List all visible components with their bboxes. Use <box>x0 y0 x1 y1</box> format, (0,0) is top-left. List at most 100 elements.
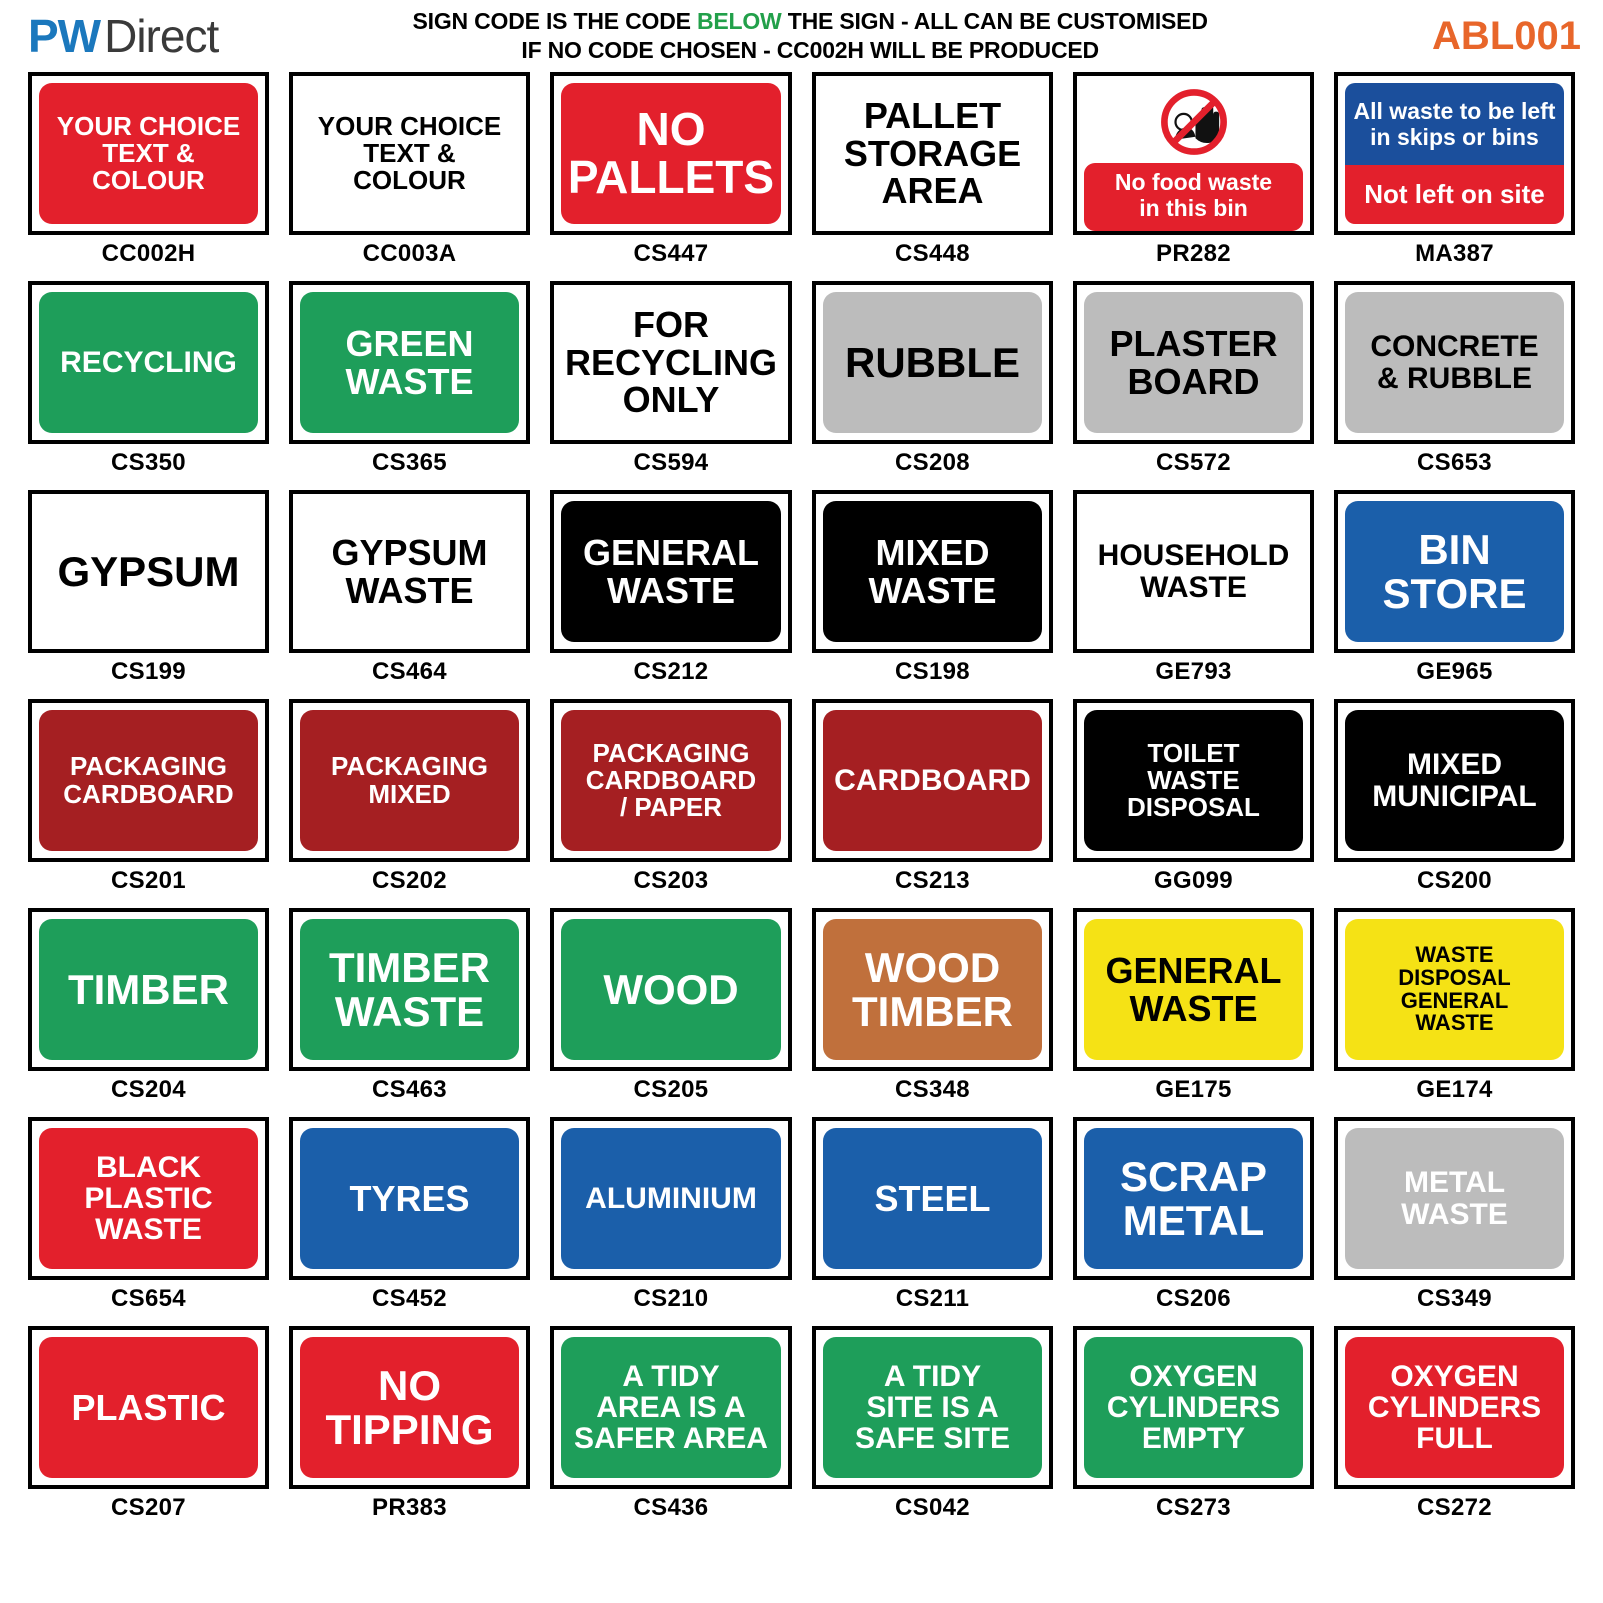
sign-cell[interactable]: PACKAGING CARDBOARD CS201 <box>18 699 279 908</box>
sign-cell[interactable]: RUBBLE CS208 <box>802 281 1063 490</box>
sign-cell[interactable]: PACKAGING CARDBOARD / PAPER CS203 <box>540 699 802 908</box>
sign-cell[interactable]: WASTE DISPOSAL GENERAL WASTE GE174 <box>1324 908 1585 1117</box>
header-line-2: IF NO CODE CHOSEN - CC002H WILL BE PRODU… <box>521 37 1099 63</box>
sign-cell[interactable]: CONCRETE & RUBBLE CS653 <box>1324 281 1585 490</box>
header-line-1-below: BELOW <box>696 8 782 35</box>
sign-plate: CONCRETE & RUBBLE <box>1345 292 1564 433</box>
sign-text-line: A TIDY <box>622 1359 720 1393</box>
sign-cell[interactable]: NO PALLETS CS447 <box>540 72 802 281</box>
sign-frame[interactable]: A TIDY SITE IS A SAFE SITE <box>812 1326 1053 1489</box>
sign-cell[interactable]: YOUR CHOICE TEXT & COLOUR CC002H <box>18 72 279 281</box>
sign-cell[interactable]: BLACK PLASTIC WASTE CS654 <box>18 1117 279 1326</box>
sign-cell[interactable]: OXYGEN CYLINDERS FULL CS272 <box>1324 1326 1585 1535</box>
sign-text-line: WASTE <box>868 569 997 611</box>
sign-frame[interactable]: TIMBER WASTE <box>288 908 530 1071</box>
sign-cell[interactable]: NO TIPPING PR383 <box>279 1326 540 1535</box>
sign-cell[interactable]: No food waste in this bin PR282 <box>1063 72 1324 281</box>
sign-frame[interactable]: OXYGEN CYLINDERS EMPTY <box>1073 1326 1314 1489</box>
sign-frame[interactable]: CARDBOARD <box>812 699 1053 862</box>
sign-frame[interactable]: FOR RECYCLING ONLY <box>549 281 792 444</box>
sign-frame[interactable]: YOUR CHOICE TEXT & COLOUR <box>288 72 530 235</box>
sign-cell[interactable]: CARDBOARD CS213 <box>802 699 1063 908</box>
sign-frame[interactable]: PLASTER BOARD <box>1073 281 1314 444</box>
sign-plate: PACKAGING CARDBOARD / PAPER <box>560 710 781 851</box>
sign-frame[interactable]: ALUMINIUM <box>549 1117 792 1280</box>
sign-cell[interactable]: WOOD CS205 <box>540 908 802 1117</box>
sign-cell[interactable]: GENERAL WASTE CS212 <box>540 490 802 699</box>
sign-frame[interactable]: MIXED WASTE <box>812 490 1053 653</box>
sign-frame[interactable]: RECYCLING <box>28 281 269 444</box>
sign-plate: HOUSEHOLD WASTE <box>1084 501 1303 642</box>
sign-cell[interactable]: TIMBER CS204 <box>18 908 279 1117</box>
sign-frame[interactable]: PACKAGING CARDBOARD / PAPER <box>549 699 792 862</box>
sign-cell[interactable]: GENERAL WASTE GE175 <box>1063 908 1324 1117</box>
sign-cell[interactable]: STEEL CS211 <box>802 1117 1063 1326</box>
sign-frame[interactable]: GREEN WASTE <box>288 281 530 444</box>
sign-frame[interactable]: PACKAGING MIXED <box>288 699 530 862</box>
sign-cell[interactable]: SCRAP METAL CS206 <box>1063 1117 1324 1326</box>
sign-cell[interactable]: PLASTIC CS207 <box>18 1326 279 1535</box>
sign-cell[interactable]: MIXED MUNICIPAL CS200 <box>1324 699 1585 908</box>
sign-frame[interactable]: TYRES <box>288 1117 530 1280</box>
sign-frame[interactable]: GENERAL WASTE <box>1073 908 1314 1071</box>
sign-cell[interactable]: WOOD TIMBER CS348 <box>802 908 1063 1117</box>
sign-frame[interactable]: TOILET WASTE DISPOSAL <box>1073 699 1314 862</box>
sign-cell[interactable]: ALUMINIUM CS210 <box>540 1117 802 1326</box>
sign-cell[interactable]: METAL WASTE CS349 <box>1324 1117 1585 1326</box>
sign-cell[interactable]: BIN STORE GE965 <box>1324 490 1585 699</box>
sign-frame[interactable]: NO TIPPING <box>288 1326 530 1489</box>
sign-frame[interactable]: RUBBLE <box>812 281 1053 444</box>
sign-frame[interactable]: WOOD <box>549 908 792 1071</box>
sign-cell[interactable]: A TIDY AREA IS A SAFER AREA CS436 <box>540 1326 802 1535</box>
sign-text-line: in this bin <box>1139 194 1248 221</box>
sign-cell[interactable]: GYPSUM CS199 <box>18 490 279 699</box>
sign-frame[interactable]: GYPSUM WASTE <box>288 490 530 653</box>
sign-frame[interactable]: GYPSUM <box>28 490 269 653</box>
sign-frame[interactable]: NO PALLETS <box>549 72 792 235</box>
sign-cell[interactable]: TIMBER WASTE CS463 <box>279 908 540 1117</box>
sign-frame[interactable]: OXYGEN CYLINDERS FULL <box>1334 1326 1575 1489</box>
sign-cell[interactable]: MIXED WASTE CS198 <box>802 490 1063 699</box>
sign-frame[interactable]: MIXED MUNICIPAL <box>1334 699 1575 862</box>
sign-cell[interactable]: PALLET STORAGE AREA CS448 <box>802 72 1063 281</box>
sign-frame[interactable]: WOOD TIMBER <box>812 908 1053 1071</box>
sign-frame[interactable]: No food waste in this bin <box>1073 72 1314 235</box>
sign-cell[interactable]: OXYGEN CYLINDERS EMPTY CS273 <box>1063 1326 1324 1535</box>
header-line-1-a: SIGN CODE IS THE CODE <box>412 8 697 35</box>
sign-frame[interactable]: HOUSEHOLD WASTE <box>1073 490 1314 653</box>
sign-cell[interactable]: RECYCLING CS350 <box>18 281 279 490</box>
sign-cell[interactable]: YOUR CHOICE TEXT & COLOUR CC003A <box>279 72 540 281</box>
sign-plate: All waste to be left in skips or bins Not … <box>1345 83 1564 224</box>
sign-plate: YOUR CHOICE TEXT & COLOUR <box>299 83 519 224</box>
sign-frame[interactable]: YOUR CHOICE TEXT & COLOUR <box>28 72 269 235</box>
sign-frame[interactable]: TIMBER <box>28 908 269 1071</box>
sign-text-line: GYPSUM <box>331 532 488 574</box>
sign-code-label: CS213 <box>895 867 970 894</box>
sign-cell[interactable]: TOILET WASTE DISPOSAL GG099 <box>1063 699 1324 908</box>
sign-frame[interactable]: METAL WASTE <box>1334 1117 1575 1280</box>
sign-text-line: Not left on site <box>1364 178 1545 209</box>
sign-frame[interactable]: BLACK PLASTIC WASTE <box>28 1117 269 1280</box>
sign-text-line: GYPSUM <box>57 547 240 595</box>
sign-cell[interactable]: GYPSUM WASTE CS464 <box>279 490 540 699</box>
sign-frame[interactable]: PALLET STORAGE AREA <box>812 72 1053 235</box>
sign-cell[interactable]: All waste to be left in skips or bins Not … <box>1324 72 1585 281</box>
sign-cell[interactable]: FOR RECYCLING ONLY CS594 <box>540 281 802 490</box>
sign-cell[interactable]: PLASTER BOARD CS572 <box>1063 281 1324 490</box>
sign-cell[interactable]: TYRES CS452 <box>279 1117 540 1326</box>
sign-cell[interactable]: PACKAGING MIXED CS202 <box>279 699 540 908</box>
sign-code-label: CS212 <box>633 658 709 685</box>
sign-cell[interactable]: HOUSEHOLD WASTE GE793 <box>1063 490 1324 699</box>
sign-frame[interactable]: A TIDY AREA IS A SAFER AREA <box>549 1326 792 1489</box>
sign-frame[interactable]: WASTE DISPOSAL GENERAL WASTE <box>1334 908 1575 1071</box>
sign-frame[interactable]: PLASTIC <box>28 1326 269 1489</box>
sign-frame[interactable]: All waste to be left in skips or bins Not … <box>1334 72 1575 235</box>
sign-frame[interactable]: CONCRETE & RUBBLE <box>1334 281 1575 444</box>
sign-frame[interactable]: SCRAP METAL <box>1073 1117 1314 1280</box>
sign-frame[interactable]: STEEL <box>812 1117 1053 1280</box>
sign-frame[interactable]: GENERAL WASTE <box>549 490 792 653</box>
sign-cell[interactable]: GREEN WASTE CS365 <box>279 281 540 490</box>
sign-cell[interactable]: A TIDY SITE IS A SAFE SITE CS042 <box>802 1326 1063 1535</box>
sign-frame[interactable]: BIN STORE <box>1334 490 1575 653</box>
sign-frame[interactable]: PACKAGING CARDBOARD <box>28 699 269 862</box>
